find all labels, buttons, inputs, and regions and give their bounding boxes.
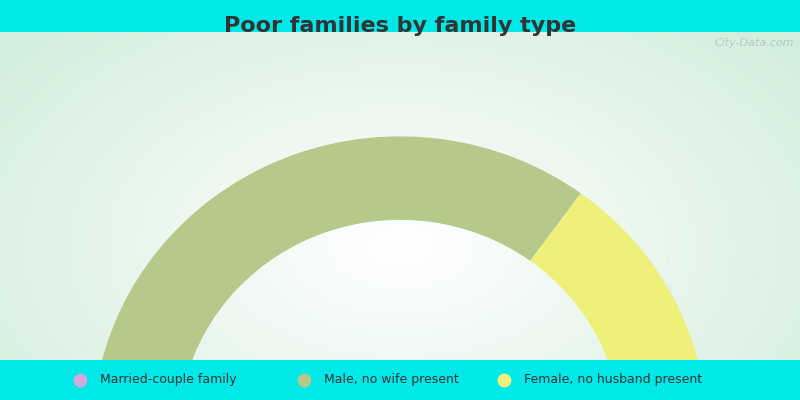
Text: Male, no wife present: Male, no wife present [324, 374, 458, 386]
Text: Married-couple family: Married-couple family [100, 374, 237, 386]
Wedge shape [102, 136, 581, 381]
Text: Poor families by family type: Poor families by family type [224, 16, 576, 36]
Wedge shape [530, 193, 708, 400]
Text: City-Data.com: City-Data.com [714, 38, 794, 48]
Wedge shape [92, 360, 186, 400]
Text: Female, no husband present: Female, no husband present [524, 374, 702, 386]
